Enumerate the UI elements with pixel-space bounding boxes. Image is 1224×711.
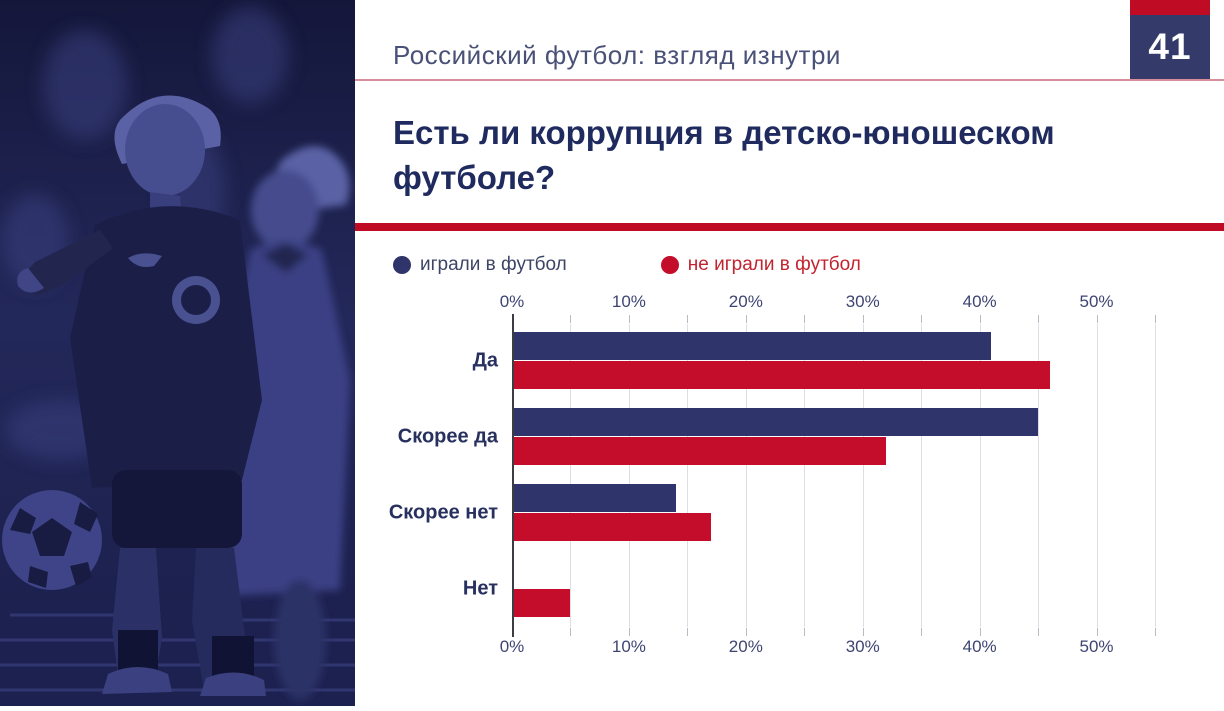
category-label: Скорее нет [388, 501, 498, 524]
bar-играли-в-футбол [512, 484, 676, 513]
category-label: Да [472, 349, 498, 372]
gridline [1096, 324, 1098, 628]
slide-title-line1: Есть ли коррупция в детско-юношеском [393, 114, 1055, 151]
badge-red-strip [1130, 0, 1210, 15]
x-tick-label: 50% [1079, 292, 1114, 312]
axis-tick [979, 315, 981, 324]
bar-groups: Да Скорее да Скорее нет Нет [389, 324, 1155, 627]
x-tick-label: 20% [728, 292, 763, 312]
plot-area: Да Скорее да Скорее нет Нет [389, 314, 1156, 638]
legend-label-played: играли в футбол [420, 254, 567, 276]
axis-tick [979, 628, 981, 637]
slide-content: Российский футбол: взгляд изнутри 41 Ест… [355, 0, 1224, 706]
gridline [570, 324, 572, 628]
x-tick-label: 10% [611, 292, 646, 312]
x-tick-label: 40% [962, 292, 997, 312]
gridline [745, 324, 747, 628]
youth-football-photo-svg [0, 0, 355, 706]
axis-tick [804, 315, 806, 324]
legend-item-not-played: не играли в футбол [660, 254, 861, 276]
legend-dot-played [393, 256, 411, 275]
axis-tick [687, 628, 689, 637]
axis-tick [745, 315, 747, 324]
legend-item-played: играли в футбол [393, 254, 567, 276]
x-tick-label: 0% [499, 292, 525, 312]
chart-legend: играли в футбол не играли в футбол [393, 254, 1224, 276]
bar-играли-в-футбол [512, 408, 1039, 437]
bar-не-играли-в-футбол [512, 361, 1050, 390]
bar-group-2: Скорее да [398, 408, 1155, 466]
x-axis-labels-bottom: 0% 10% 20% 30% 40% 50% [500, 637, 1155, 659]
x-tick-label: 0% [499, 637, 525, 657]
x-tick-label: 10% [611, 637, 646, 657]
bar-group-3: Скорее нет [389, 484, 1155, 542]
gridline [921, 324, 923, 628]
axis-tick [570, 315, 572, 324]
bar-chart: 0% 10% 20% 30% 40% 50% Да Скорее да Скорее нет Н… [389, 292, 1156, 659]
axis-tick [628, 315, 630, 324]
x-axis-ticks-top [512, 314, 1156, 324]
youth-football-photo [0, 0, 355, 706]
legend-label-not-played: не играли в футбол [687, 254, 861, 276]
slide-title-line2: футболе? [393, 158, 556, 196]
bar-играли-в-футбол [512, 332, 992, 361]
axis-tick [1038, 628, 1040, 637]
axis-tick [570, 628, 572, 637]
header-title: Российский футбол: взгляд изнутри [393, 40, 841, 70]
axis-tick [862, 628, 864, 637]
axis-tick [921, 315, 923, 324]
x-tick-label: 30% [845, 637, 880, 657]
x-axis-ticks-bottom [512, 627, 1156, 637]
x-tick-label: 30% [845, 292, 880, 312]
legend-dot-not-played [660, 256, 679, 275]
gridline [862, 324, 864, 628]
y-axis-line [512, 314, 514, 638]
axis-tick [1096, 315, 1098, 324]
red-divider [355, 223, 1224, 232]
x-tick-label: 20% [728, 637, 763, 657]
gridline [628, 324, 630, 628]
gridline [804, 324, 806, 628]
axis-tick [687, 315, 689, 324]
axis-tick [1038, 315, 1040, 324]
gridline [1038, 324, 1040, 628]
axis-tick [1096, 628, 1098, 637]
axis-tick [1155, 628, 1156, 637]
page-number-badge: 41 [1130, 0, 1210, 79]
slide-header: Российский футбол: взгляд изнутри 41 [355, 0, 1224, 81]
category-label: Нет [462, 577, 498, 600]
bar-не-играли-в-футбол [512, 589, 571, 618]
x-axis-labels-top: 0% 10% 20% 30% 40% 50% [500, 292, 1155, 314]
axis-tick [804, 628, 806, 637]
x-tick-label: 40% [962, 637, 997, 657]
gridline [687, 324, 689, 628]
axis-tick [862, 315, 864, 324]
category-label: Скорее да [397, 425, 498, 448]
gridline [1155, 324, 1156, 628]
axis-tick [921, 628, 923, 637]
axis-tick [628, 628, 630, 637]
bar-не-играли-в-футбол [512, 437, 887, 466]
gridline [979, 324, 981, 628]
bar-group-4: Нет [463, 560, 1155, 618]
page-number: 41 [1130, 15, 1210, 79]
axis-tick [1155, 315, 1156, 324]
bar-group-1: Да [473, 332, 1155, 390]
x-tick-label: 50% [1079, 637, 1114, 657]
slide-title: Есть ли коррупция в детско-юношеском фут… [355, 81, 1224, 200]
axis-tick [745, 628, 747, 637]
bar-не-играли-в-футбол [512, 513, 711, 542]
